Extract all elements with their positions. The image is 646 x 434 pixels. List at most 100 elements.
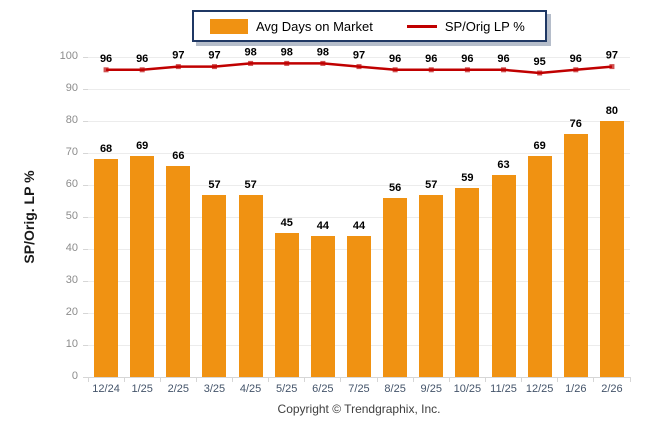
x-axis-tick — [629, 377, 631, 382]
y-axis-tick — [83, 344, 88, 346]
x-axis-tick — [159, 377, 161, 382]
line-value-label: 96 — [425, 53, 437, 65]
line-value-label: 97 — [353, 50, 365, 62]
legend-bar-label: Avg Days on Market — [256, 18, 373, 34]
bar — [563, 133, 588, 377]
bar — [383, 197, 408, 377]
x-tick-label: 8/25 — [384, 383, 406, 395]
x-tick-label: 1/25 — [131, 383, 153, 395]
legend-item-line: SP/Orig LP % — [406, 18, 525, 34]
bar-value-label: 56 — [389, 181, 402, 194]
bar — [94, 159, 119, 377]
x-axis-tick — [232, 377, 234, 382]
line-layer: 96 96 97 97 98 98 98 97 96 96 96 96 95 96 97 — [88, 46, 630, 377]
copyright-text: Copyright © Trendgraphix, Inc. — [277, 402, 441, 416]
bar-value-label: 69 — [136, 140, 149, 153]
line-value-label: 96 — [461, 53, 473, 65]
x-axis-tick — [123, 377, 125, 382]
line-value-label: 97 — [606, 50, 618, 62]
line-value-label: 96 — [570, 53, 582, 65]
x-axis-tick — [484, 377, 486, 382]
bar — [419, 194, 444, 377]
line-marker — [609, 64, 615, 70]
line-value-label: 95 — [534, 56, 546, 68]
y-axis-tick — [83, 56, 88, 58]
bar — [491, 175, 516, 377]
x-tick-label: 12/25 — [525, 383, 554, 395]
gridline — [88, 184, 630, 186]
x-axis-tick — [376, 377, 378, 382]
y-tick-label: 30 — [65, 274, 78, 286]
bar — [274, 233, 299, 377]
bar-value-label: 80 — [605, 105, 619, 117]
y-axis-tick — [83, 248, 88, 250]
bar — [347, 236, 371, 377]
x-axis-tick — [448, 377, 450, 382]
x-tick-label: 5/25 — [276, 383, 298, 395]
bar-value-label: 69 — [533, 140, 546, 153]
line-value-label: 97 — [172, 50, 184, 62]
x-axis-line — [88, 377, 630, 378]
y-axis-tick — [83, 312, 88, 314]
x-tick-label: 9/25 — [420, 383, 442, 395]
x-tick-label: 3/25 — [203, 383, 226, 395]
x-tick-label: 2/26 — [601, 383, 623, 395]
line-series-svg: 96 96 97 97 98 98 98 97 96 96 96 96 95 96 97 — [100, 46, 618, 76]
bar-value-label: 66 — [172, 149, 185, 162]
x-tick-label: 11/25 — [490, 383, 517, 395]
y-tick-label: 0 — [71, 370, 78, 382]
bar-value-label: 57 — [244, 178, 257, 191]
y-axis-title: SP/Orig. LP % — [21, 170, 37, 264]
bar-value-label: 63 — [497, 159, 510, 172]
bar — [130, 156, 155, 377]
y-axis-tick — [83, 280, 88, 282]
bar-value-label: 44 — [316, 220, 329, 233]
x-axis-tick — [340, 377, 342, 382]
gridline — [88, 120, 630, 122]
bar — [527, 156, 552, 377]
x-tick-label: 10/25 — [453, 383, 482, 395]
line-value-label: 97 — [208, 50, 220, 62]
bar-value-label: 44 — [352, 220, 366, 233]
y-axis-tick — [83, 184, 88, 186]
y-axis-tick — [83, 88, 88, 90]
line-value-label: 96 — [389, 53, 401, 65]
y-tick-label: 10 — [65, 338, 78, 350]
bars-layer: 68 69 66 57 57 45 44 44 56 57 59 63 69 76 80 — [88, 57, 630, 377]
bar-value-label: 76 — [569, 117, 582, 130]
x-axis-tick — [268, 377, 270, 382]
x-tick-label: 7/25 — [348, 383, 370, 395]
y-tick-label: 60 — [65, 178, 78, 190]
line-value-label: 96 — [136, 53, 148, 65]
x-axis-tick — [412, 377, 414, 382]
x-axis-tick — [521, 377, 523, 382]
bar — [599, 121, 624, 377]
line-series-path — [106, 62, 613, 75]
bar — [202, 194, 227, 377]
line-value-label: 96 — [497, 53, 509, 65]
gridline — [88, 216, 630, 218]
legend-item-bar: Avg Days on Market — [210, 18, 373, 34]
y-tick-label: 50 — [65, 210, 78, 222]
line-marker — [103, 67, 109, 73]
x-axis-layer: 12/24 1/25 2/25 3/25 4/25 5/25 6/25 7/25 8/25 9/2… — [87, 57, 631, 395]
x-axis-tick — [557, 377, 559, 382]
x-tick-label: 12/24 — [92, 383, 120, 395]
x-tick-label: 1/26 — [565, 383, 587, 395]
gridline — [88, 56, 630, 58]
plot-area: 0 10 20 30 40 50 60 70 80 90 100 68 69 66 57 57 45 44 44 5… — [60, 46, 631, 395]
x-axis-tick — [87, 377, 89, 382]
bar — [166, 165, 191, 377]
x-tick-label: 4/25 — [239, 383, 262, 395]
bar-value-label: 68 — [99, 143, 113, 156]
y-axis-tick — [83, 152, 88, 154]
line-value-label: 98 — [317, 46, 329, 58]
bar-swatch-icon — [210, 18, 248, 34]
line-value-label: 96 — [100, 53, 112, 65]
legend-line-label: SP/Orig LP % — [444, 18, 525, 34]
y-axis-tick — [83, 376, 88, 378]
gridline — [88, 152, 630, 154]
legend: Avg Days on Market SP/Orig LP % — [192, 10, 547, 42]
y-tick-label: 70 — [65, 146, 78, 158]
bar — [455, 188, 480, 377]
